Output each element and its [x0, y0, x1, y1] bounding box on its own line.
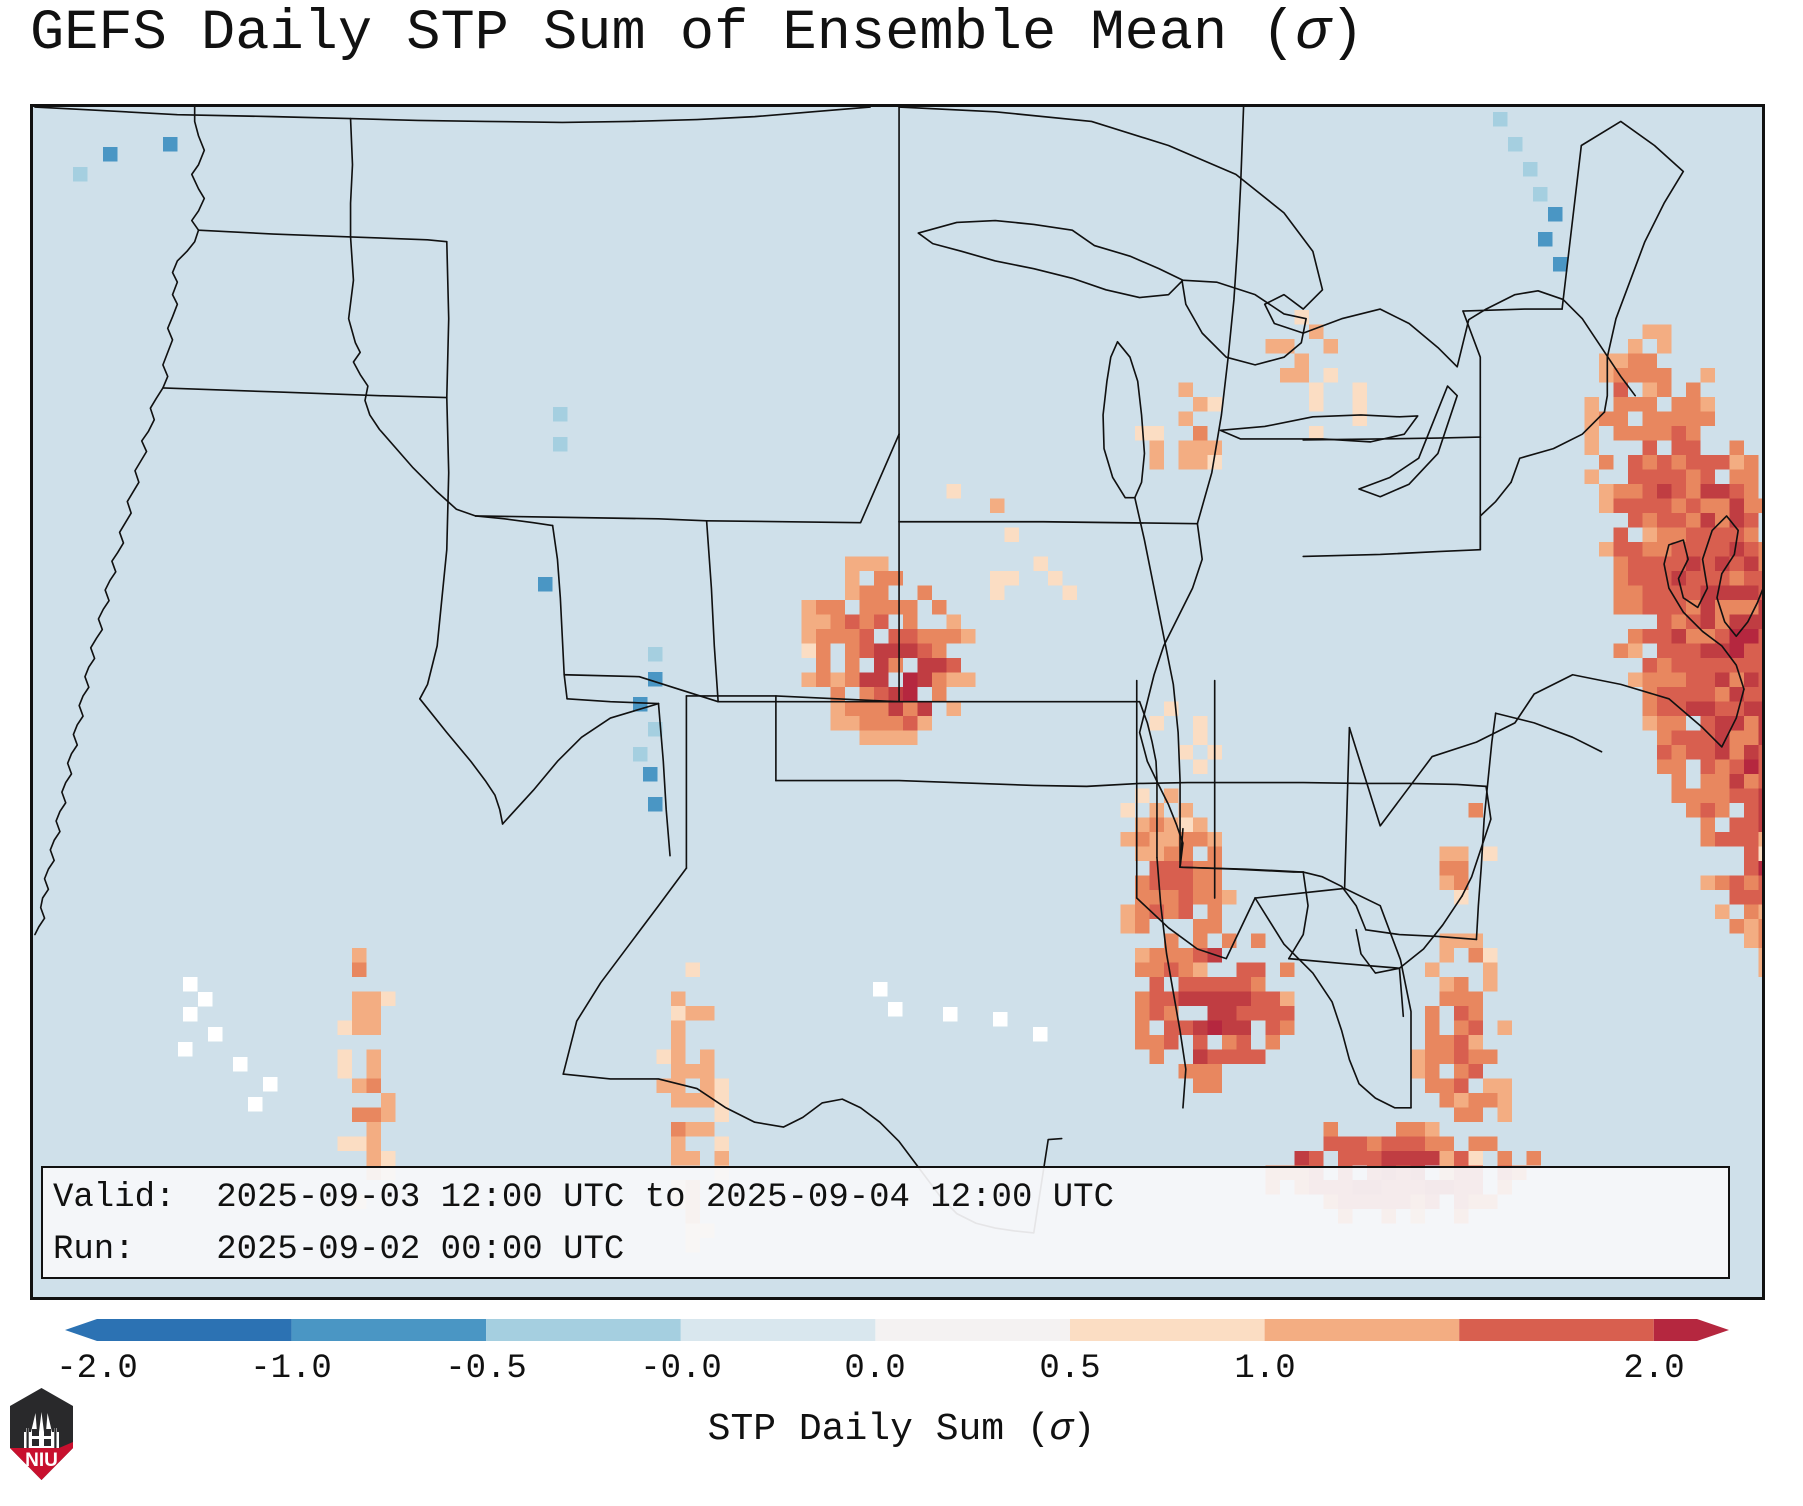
svg-text:NIU: NIU [25, 1450, 58, 1471]
